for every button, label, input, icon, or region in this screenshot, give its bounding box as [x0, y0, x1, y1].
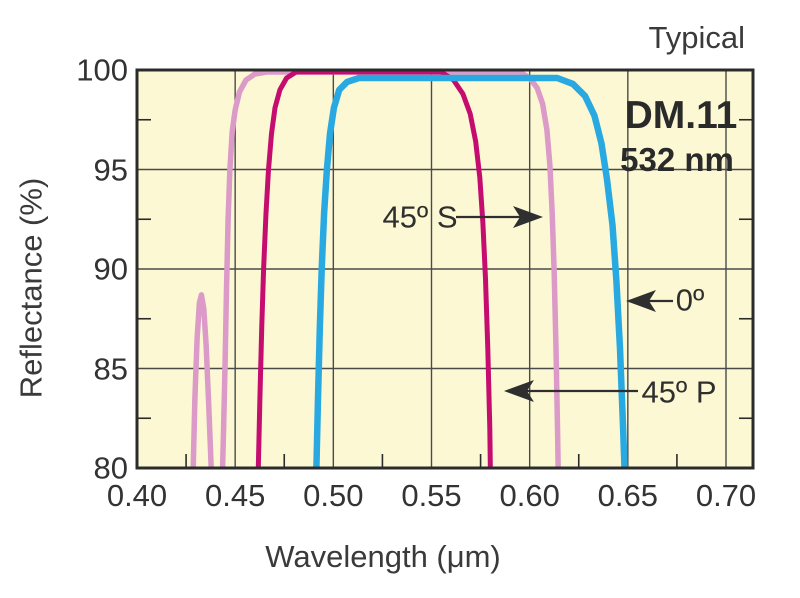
x-axis-title: Wavelength (μm)	[265, 539, 501, 574]
y-tick-label: 100	[76, 52, 128, 88]
arrow-45deg-p-head	[504, 380, 534, 402]
y-axis-title: Reflectance (%)	[13, 177, 49, 399]
curve-45deg-s	[190, 70, 561, 468]
product-model-label: DM.11	[624, 94, 738, 137]
arrow-0deg-head	[626, 290, 656, 312]
x-tick-label: 0.50	[303, 478, 364, 513]
curve-45deg-p	[255, 70, 493, 468]
x-tick-label: 0.45	[204, 478, 266, 513]
y-tick-label: 95	[93, 152, 128, 187]
annotation-45deg-p: 45º P	[641, 374, 717, 410]
annotation-0deg: 0º	[675, 282, 705, 318]
plot-border	[135, 68, 755, 470]
annotation-45deg-s: 45º S	[382, 199, 458, 235]
y-tick-label: 80	[93, 450, 128, 486]
x-tick-label: 0.55	[401, 478, 462, 513]
x-tick-label: 0.65	[597, 478, 658, 513]
arrow-45deg-s-head	[513, 206, 543, 228]
typical-note: Typical	[648, 20, 745, 55]
center-wavelength-label: 532 nm	[620, 141, 734, 178]
y-tick-label: 90	[93, 251, 128, 287]
x-tick-label: 0.70	[695, 478, 757, 513]
x-tick-label: 0.40	[106, 478, 168, 513]
x-tick-label: 0.60	[499, 478, 560, 513]
curve-0deg	[313, 74, 628, 468]
y-tick-label: 85	[93, 351, 128, 386]
